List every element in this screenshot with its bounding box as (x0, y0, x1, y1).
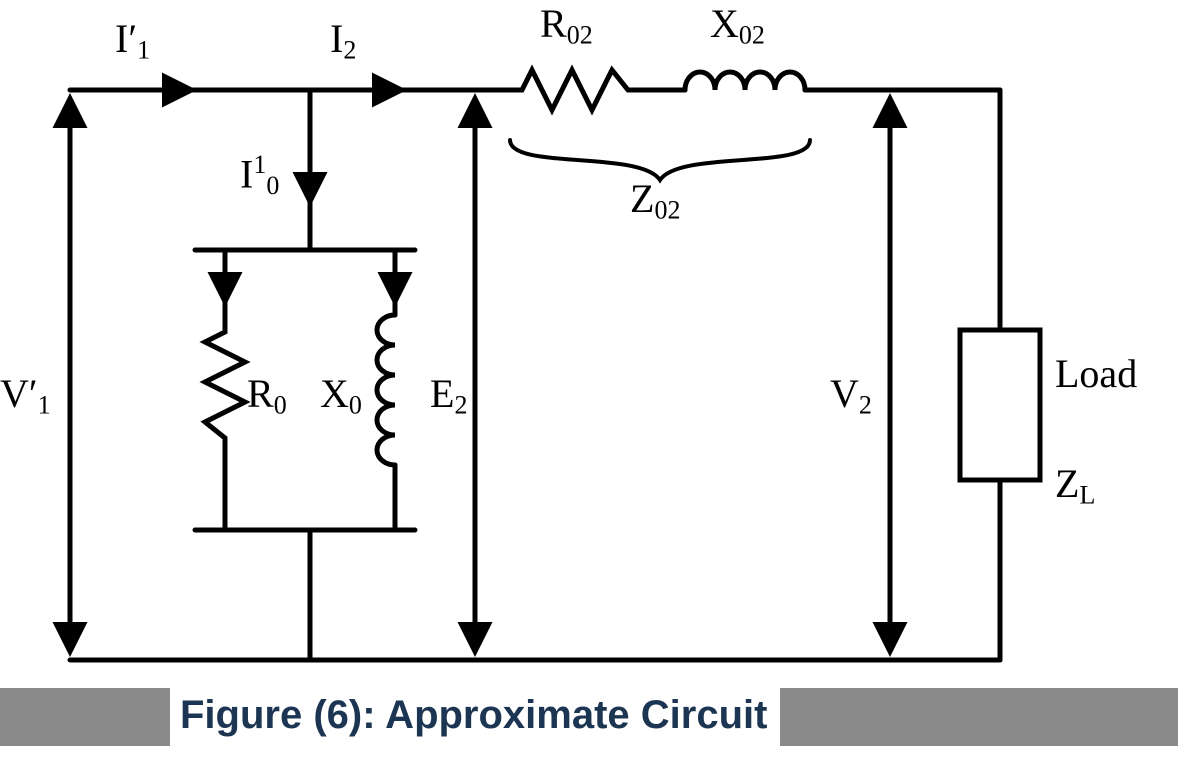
label-Z02: Z02 (630, 175, 680, 226)
label-R0: R0 (247, 370, 287, 421)
label-X0: X0 (320, 370, 362, 421)
label-V2: V2 (830, 370, 872, 421)
label-E2: E2 (430, 370, 467, 421)
label-ZL: ZL (1055, 460, 1095, 511)
caption-bar-right (780, 688, 1178, 746)
figure-caption: Figure (6): Approximate Circuit (180, 693, 767, 738)
caption-bar-left (0, 688, 170, 746)
label-X02: X02 (710, 0, 765, 51)
label-V1prime: V′1 (0, 370, 51, 421)
circuit-diagram (0, 0, 1178, 764)
label-R02: R02 (540, 0, 593, 51)
label-I0-1: I10 (240, 150, 279, 201)
label-I1prime: I′1 (115, 15, 150, 66)
label-I2: I2 (330, 15, 356, 66)
label-Load: Load (1055, 350, 1137, 397)
